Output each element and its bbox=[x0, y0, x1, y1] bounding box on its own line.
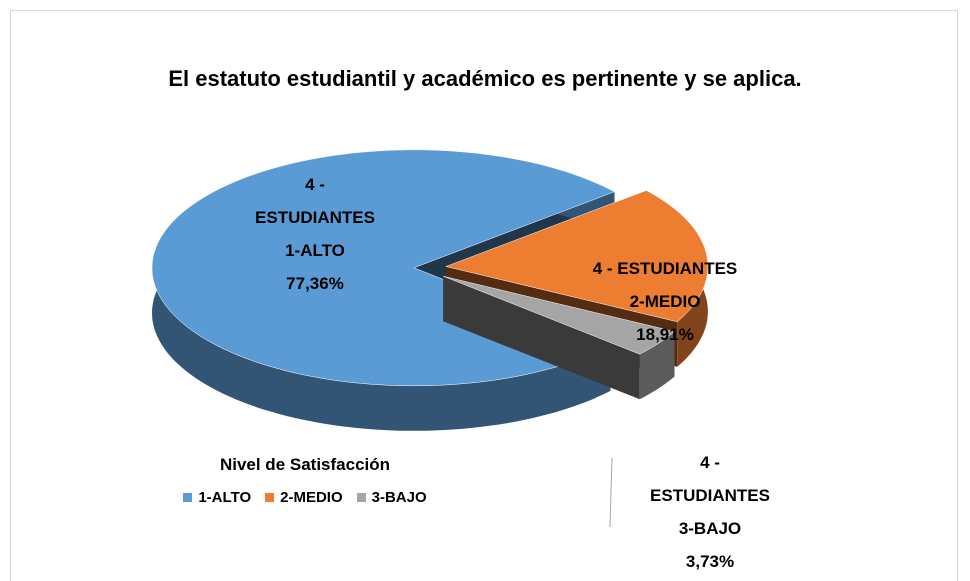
legend-label: 3-BAJO bbox=[371, 489, 427, 506]
data-label: 4 - ESTUDIANTES 2-MEDIO 18,91% bbox=[555, 252, 775, 351]
data-label: 4 - ESTUDIANTES 3-BAJO 3,73% bbox=[640, 446, 780, 578]
legend-item: 1-ALTO bbox=[183, 489, 251, 506]
data-label-value: 18,91% bbox=[636, 325, 694, 344]
slice bbox=[445, 190, 709, 323]
legend-item: 2-MEDIO bbox=[265, 489, 343, 506]
leader-line bbox=[609, 457, 613, 528]
data-label-series: 4 - ESTUDIANTES bbox=[255, 175, 375, 227]
legend-item: 3-BAJO bbox=[356, 489, 427, 506]
slice-side bbox=[639, 331, 675, 400]
slice bbox=[443, 275, 676, 355]
slice-face bbox=[443, 276, 640, 400]
legend-swatch bbox=[265, 493, 275, 502]
data-label-series: 4 - ESTUDIANTES bbox=[650, 453, 770, 505]
legend-label: 1-ALTO bbox=[198, 489, 252, 506]
legend-title: Nivel de Satisfacción bbox=[219, 455, 391, 474]
legend-items: 1-ALTO 2-MEDIO 3-BAJO bbox=[140, 489, 470, 506]
data-label-value: 77,36% bbox=[286, 274, 344, 293]
legend-swatch bbox=[356, 493, 366, 502]
legend: Nivel de Satisfacción 1-ALTO 2-MEDIO 3-BAJ… bbox=[140, 455, 470, 506]
chart-title: El estatuto estudiantil y académico es p… bbox=[168, 66, 802, 91]
chart-border bbox=[10, 10, 958, 581]
legend-swatch bbox=[183, 493, 193, 502]
data-label: 4 - ESTUDIANTES 1-ALTO 77,36% bbox=[245, 168, 385, 300]
legend-label: 2-MEDIO bbox=[280, 489, 343, 506]
data-label-value: 3,73% bbox=[685, 552, 735, 571]
data-label-series: 4 - ESTUDIANTES bbox=[592, 259, 738, 278]
data-label-category: 1-ALTO bbox=[285, 241, 345, 260]
data-label-category: 2-MEDIO bbox=[629, 292, 701, 311]
data-label-category: 3-BAJO bbox=[678, 519, 742, 538]
